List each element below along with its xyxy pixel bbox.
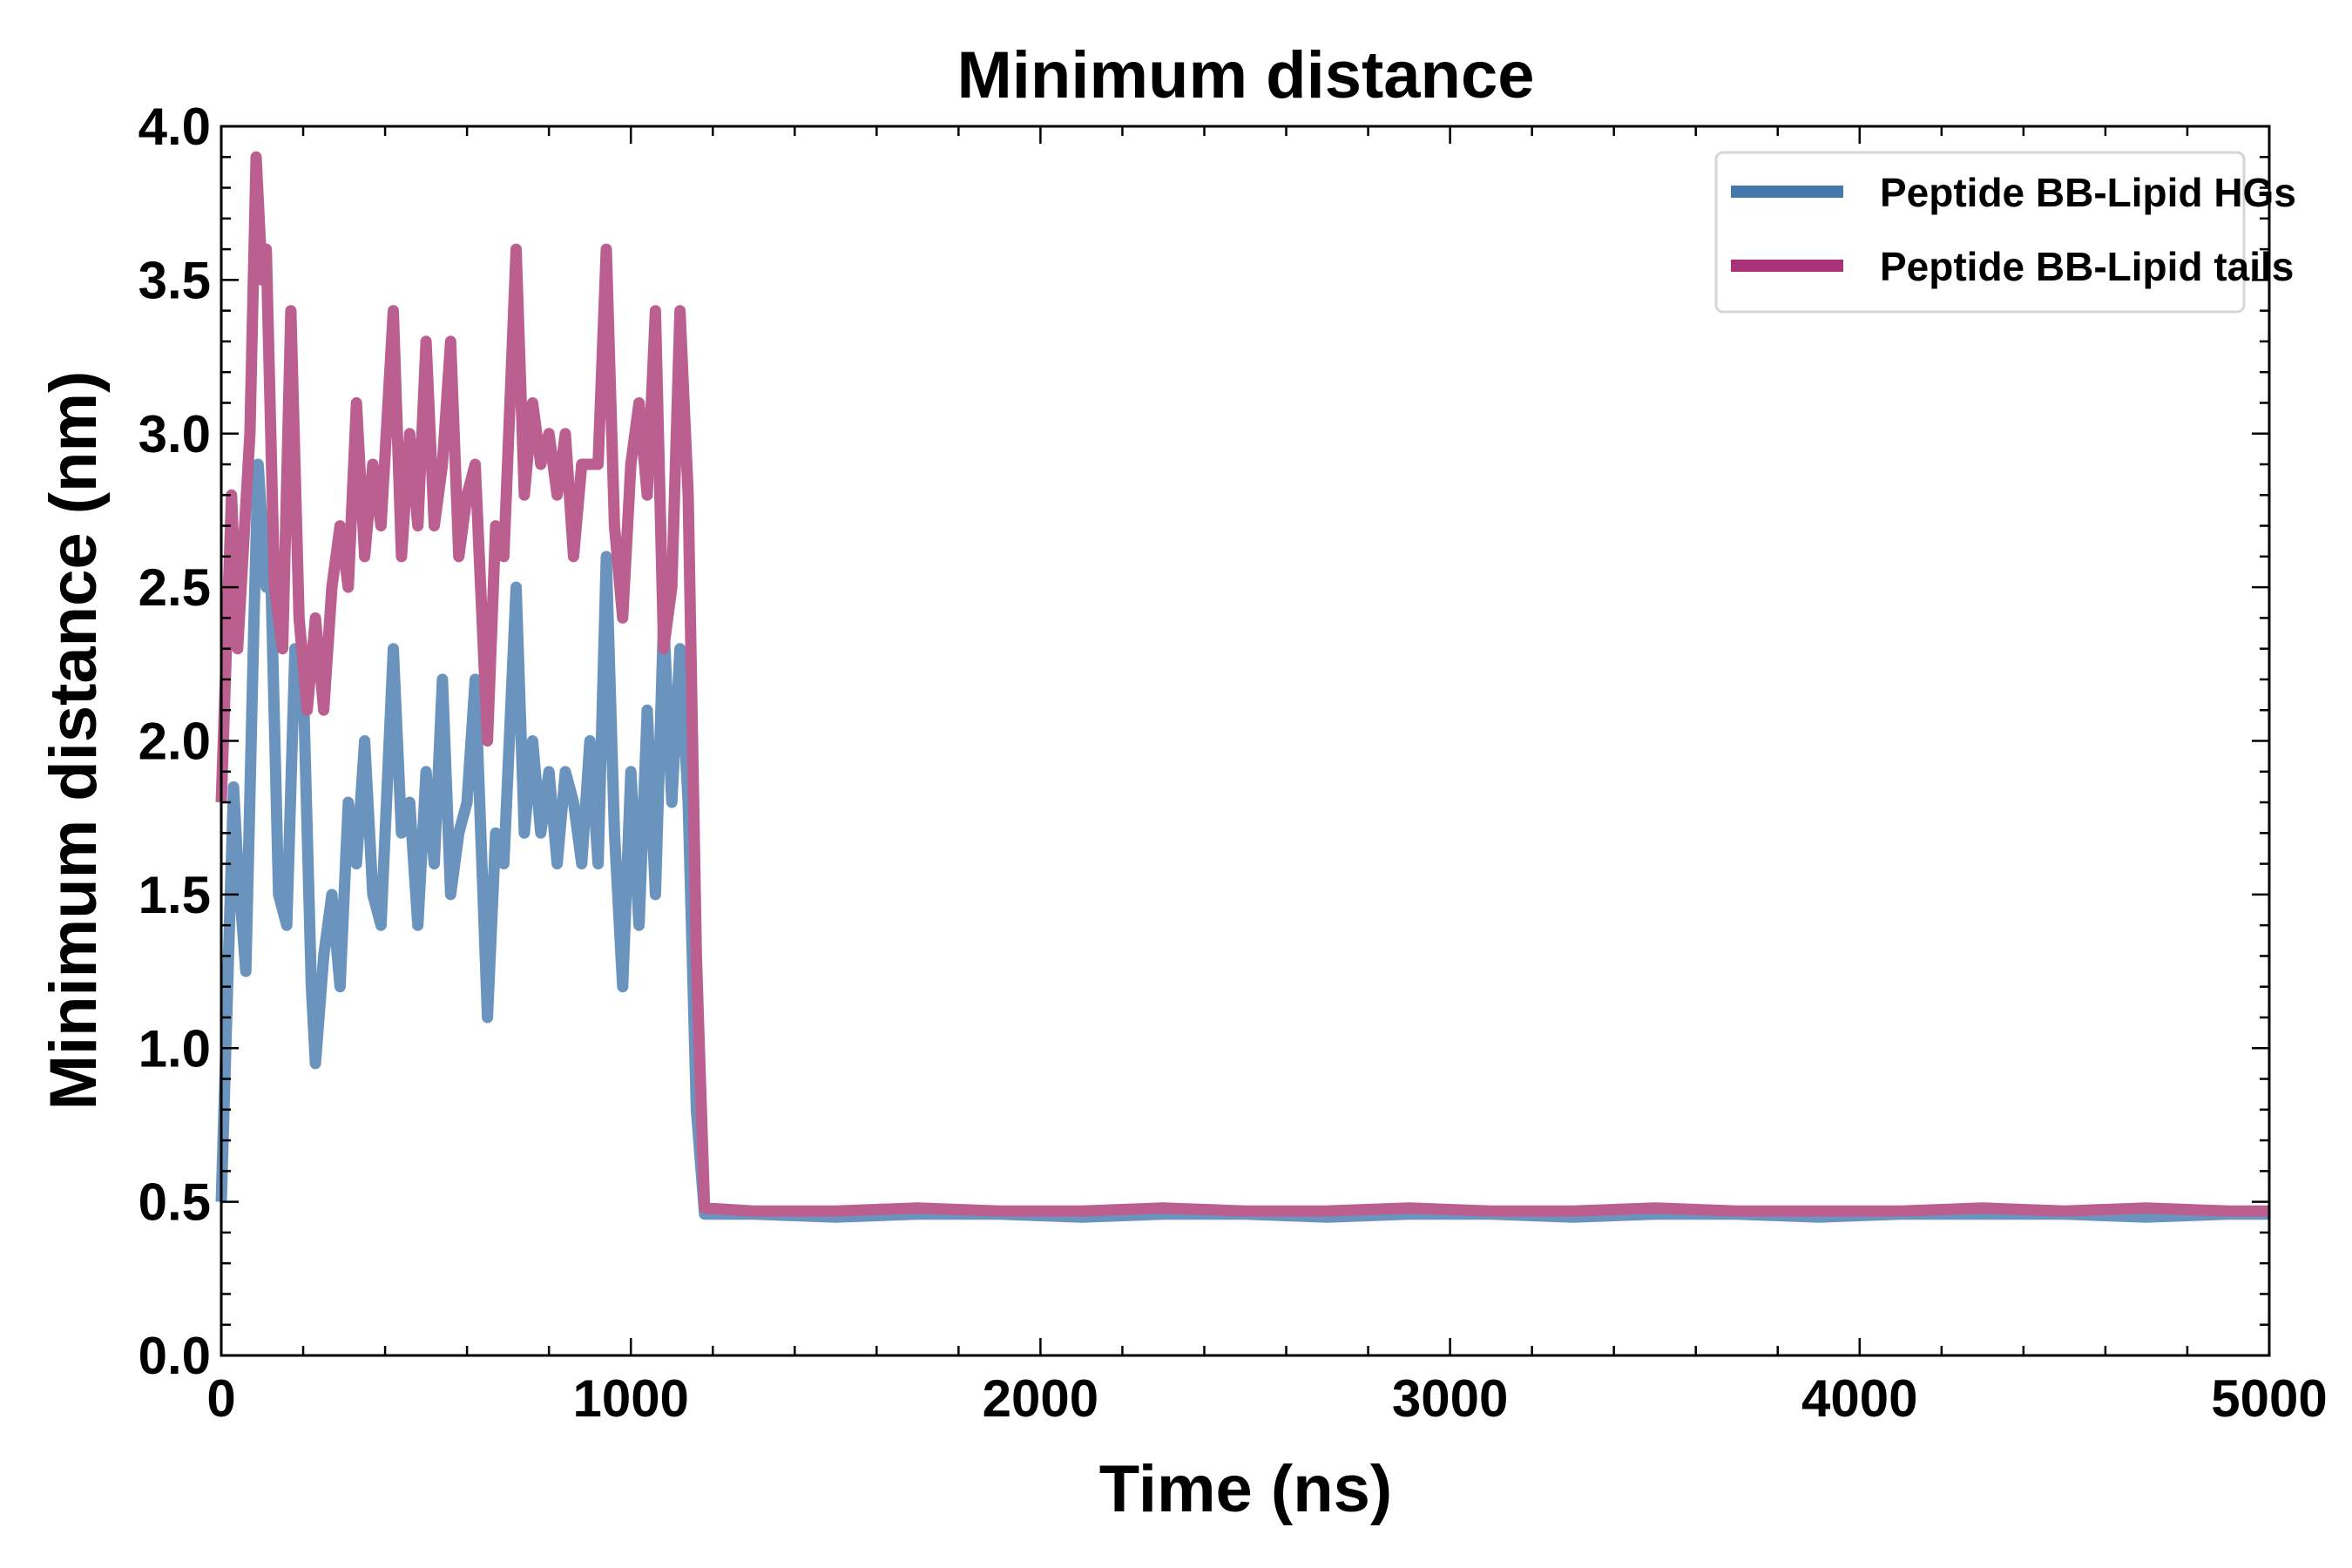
legend-box [1714,151,2246,314]
x-tick-label: 3000 [1392,1369,1508,1428]
series-line-0 [215,458,2269,1223]
x-tick-label: 0 [206,1369,235,1428]
chart-title: Minimum distance [957,38,1535,112]
tick-layer: 0 1000 2000 3000 4000 5000 0.0 0.5 1.0 1.5 2.0 2.5 3… [139,98,2328,1428]
y-tick-label: 2.5 [139,558,211,617]
x-tick-label: 5000 [2211,1369,2327,1428]
plot-frame [220,125,2271,1357]
legend: Peptide BB-Lipid HGs Peptide BB-Lipid ta… [1714,151,2296,314]
x-tick-label: 2000 [983,1369,1098,1428]
series-layer [215,151,2269,1223]
y-axis-label: Minimum distance (nm) [37,371,111,1111]
y-tick-label: 3.5 [139,251,211,309]
y-tick-label: 0.0 [139,1327,211,1385]
y-tick-label: 2.0 [139,713,211,771]
y-tick-label: 1.5 [139,866,211,924]
y-tick-label: 3.0 [139,405,211,463]
x-tick-label: 4000 [1801,1369,1917,1428]
x-axis-label: Time (ns) [1099,1452,1392,1526]
y-tick-label: 4.0 [139,98,211,156]
y-tick-label: 1.0 [139,1019,211,1078]
y-tick-label: 0.5 [139,1173,211,1232]
x-tick-label: 1000 [572,1369,688,1428]
legend-label-tails: Peptide BB-Lipid tails [1880,244,2294,289]
legend-label-hgs: Peptide BB-Lipid HGs [1880,170,2296,215]
series-line-1 [215,151,2269,1217]
